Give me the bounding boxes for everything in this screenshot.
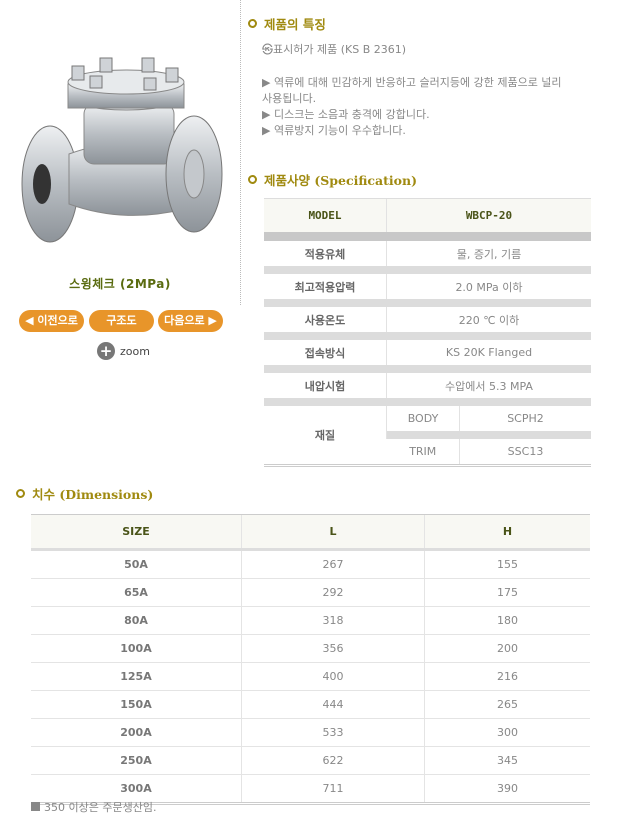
plus-icon: + (97, 342, 115, 360)
size-cell: 150A (31, 690, 242, 719)
size-cell: 50A (31, 549, 242, 579)
feature-item: ▶ 역류에 대해 민감하게 반응하고 슬러지등에 강한 제품으로 널리 사용됩니… (262, 76, 562, 105)
spec-value: 수압에서 5.3 MPA (386, 373, 591, 398)
l-cell: 400 (241, 662, 425, 691)
square-bullet-icon (31, 802, 40, 811)
dimensions-heading: 치수 (Dimensions) (16, 484, 153, 503)
column-header: SIZE (31, 514, 242, 551)
h-cell: 200 (424, 634, 590, 663)
prev-button[interactable]: ◀ 이전으로 (19, 310, 84, 332)
body-value: SCPH2 (459, 406, 591, 431)
h-cell: 345 (424, 746, 590, 775)
features-heading-text: 제품의 특징 (264, 17, 326, 32)
table-row: 150A 444 265 (31, 690, 590, 719)
l-cell: 711 (241, 774, 425, 805)
structure-button[interactable]: 구조도 (89, 310, 154, 332)
feature-item: ▶ 디스크는 소음과 충격에 강합니다. (262, 108, 430, 121)
l-cell: 318 (241, 606, 425, 635)
table-row: 125A 400 216 (31, 662, 590, 691)
circle-bullet-icon (16, 489, 25, 498)
model-label: MODEL (264, 198, 387, 232)
trim-label: TRIM (386, 439, 460, 467)
circle-bullet-icon (248, 175, 257, 184)
body-label: BODY (386, 406, 460, 431)
spec-table: MODEL WBCP-20 적용유체 물, 증기, 기름 최고적용압력 2.0 MPa… (264, 198, 591, 467)
model-value: WBCP-20 (386, 198, 591, 232)
spec-label: 사용온도 (304, 313, 346, 327)
size-cell: 80A (31, 606, 242, 635)
footnote: 350 이상은 주문생산임. (31, 799, 156, 815)
l-cell: 622 (241, 746, 425, 775)
spec-heading-text: 제품사양 (Specification) (264, 173, 418, 188)
table-row: 300A 711 390 (31, 774, 590, 805)
table-row: 250A 622 345 (31, 746, 590, 775)
spec-label: 적용유체 (304, 247, 346, 261)
table-row: 200A 533 300 (31, 718, 590, 747)
size-cell: 125A (31, 662, 242, 691)
ks-line: ㉿표시허가 제품 (KS B 2361) (262, 42, 406, 58)
trim-value: SSC13 (459, 439, 591, 467)
spec-value: 2.0 MPa 이하 (386, 274, 591, 299)
dimensions-heading-text: 치수 (Dimensions) (32, 487, 154, 502)
table-row: 80A 318 180 (31, 606, 590, 635)
l-cell: 267 (241, 549, 425, 579)
h-cell: 265 (424, 690, 590, 719)
size-cell: 100A (31, 634, 242, 663)
h-cell: 155 (424, 549, 590, 579)
spec-label: 내압시험 (304, 379, 346, 393)
feature-list: ▶ 역류에 대해 민감하게 반응하고 슬러지등에 강한 제품으로 널리 사용됩니… (262, 75, 562, 139)
l-cell: 292 (241, 578, 425, 607)
size-cell: 300A (31, 774, 242, 805)
h-cell: 390 (424, 774, 590, 805)
h-cell: 216 (424, 662, 590, 691)
footnote-text: 350 이상은 주문생산임. (44, 801, 157, 814)
feature-item: ▶ 역류방지 기능이 우수합니다. (262, 124, 406, 137)
l-cell: 356 (241, 634, 425, 663)
h-cell: 175 (424, 578, 590, 607)
zoom-label: zoom (120, 344, 150, 358)
table-row: 50A 267 155 (31, 549, 590, 579)
size-cell: 200A (31, 718, 242, 747)
column-header: L (241, 514, 425, 551)
spec-value: 220 ℃ 이하 (386, 307, 591, 332)
l-cell: 444 (241, 690, 425, 719)
size-cell: 65A (31, 578, 242, 607)
spec-heading: 제품사양 (Specification) (248, 170, 417, 189)
next-button[interactable]: 다음으로 ▶ (158, 310, 223, 332)
product-image (21, 57, 223, 243)
zoom-button[interactable]: + zoom (97, 342, 150, 360)
size-cell: 250A (31, 746, 242, 775)
table-row: 100A 356 200 (31, 634, 590, 663)
column-header: H (424, 514, 590, 551)
h-cell: 300 (424, 718, 590, 747)
spec-label: 접속방식 (304, 346, 346, 360)
column-divider (240, 0, 241, 305)
dimensions-table: SIZE L H 50A 267 155 65A 292 175 80A 318 180 100A… (31, 514, 590, 805)
material-label: 재질 (264, 406, 387, 467)
spec-value: KS 20K Flanged (386, 340, 591, 365)
circle-bullet-icon (248, 19, 257, 28)
ks-text: 표시허가 제품 (KS B 2361) (273, 43, 407, 56)
spec-value: 물, 증기, 기름 (386, 241, 591, 266)
ks-mark-icon: ㉿ (262, 43, 273, 56)
h-cell: 180 (424, 606, 590, 635)
features-heading: 제품의 특징 (248, 14, 326, 33)
table-row: 65A 292 175 (31, 578, 590, 607)
l-cell: 533 (241, 718, 425, 747)
spec-label: 최고적용압력 (294, 280, 356, 294)
product-title: 스윙체크 (2MPa) (69, 277, 171, 291)
